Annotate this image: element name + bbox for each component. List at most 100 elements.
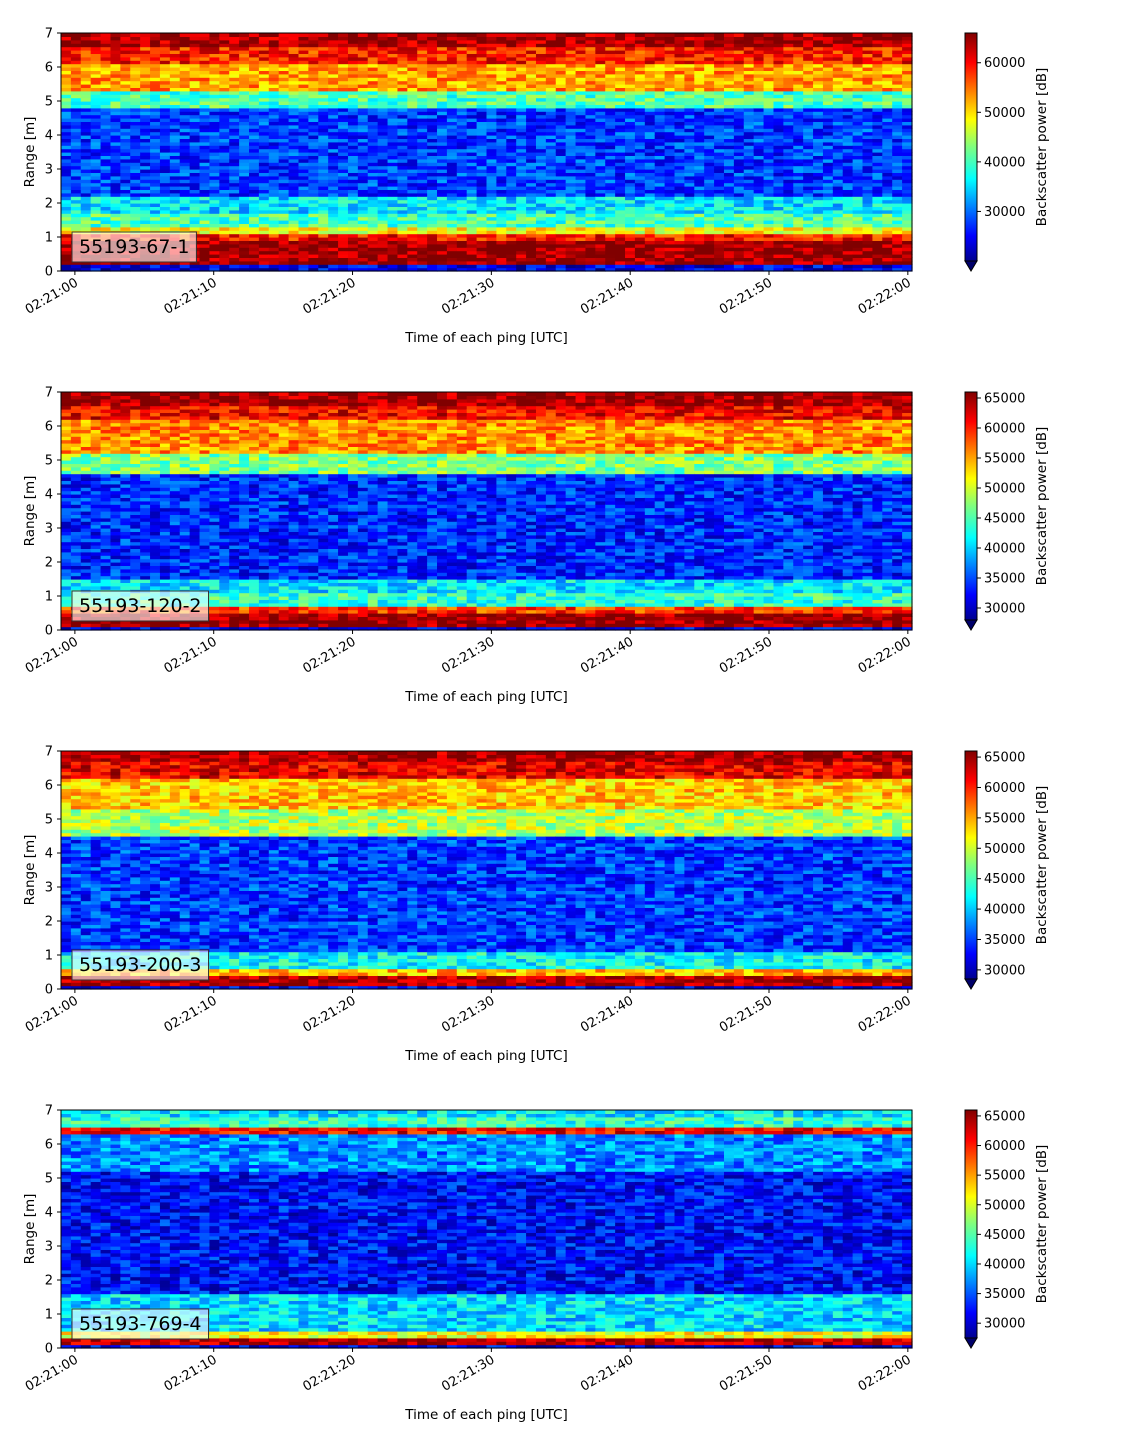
heatmap-cell	[348, 251, 359, 255]
heatmap-cell	[684, 234, 695, 238]
heatmap-cell	[368, 183, 379, 187]
heatmap-cell	[289, 264, 300, 268]
heatmap-cell	[576, 227, 587, 231]
heatmap-cell	[150, 176, 161, 180]
heatmap-cell	[101, 264, 112, 268]
heatmap-cell	[91, 132, 102, 136]
heatmap-cell	[467, 234, 478, 238]
heatmap-cell	[298, 244, 309, 248]
heatmap-cell	[625, 159, 636, 163]
heatmap-cell	[516, 251, 527, 255]
heatmap-cell	[229, 244, 240, 248]
heatmap-cell	[457, 251, 468, 255]
heatmap-cell	[318, 183, 329, 187]
heatmap-cell	[447, 227, 458, 231]
heatmap-cell	[61, 166, 72, 170]
heatmap-cell	[358, 244, 369, 248]
heatmap-cell	[259, 33, 270, 37]
heatmap-cell	[437, 244, 448, 248]
heatmap-cell	[457, 210, 468, 214]
heatmap-cell	[239, 159, 250, 163]
heatmap-cell	[427, 149, 438, 153]
heatmap-cell	[110, 183, 121, 187]
heatmap-cell	[239, 210, 250, 214]
heatmap-cell	[605, 166, 616, 170]
heatmap-cell	[397, 183, 408, 187]
heatmap-cell	[734, 264, 745, 268]
heatmap-cell	[704, 264, 715, 268]
heatmap-cell	[209, 244, 220, 248]
heatmap-cell	[556, 176, 567, 180]
heatmap-cell	[477, 149, 488, 153]
heatmap-cell	[546, 217, 557, 221]
heatmap-cell	[754, 193, 765, 197]
heatmap-cell	[229, 183, 240, 187]
heatmap-cell	[467, 264, 478, 268]
heatmap-cell	[130, 142, 141, 146]
heatmap-cell	[388, 166, 399, 170]
heatmap-cell	[585, 210, 596, 214]
heatmap-cell	[655, 244, 666, 248]
heatmap-cell	[506, 251, 517, 255]
heatmap-cell	[754, 176, 765, 180]
heatmap-cell	[704, 176, 715, 180]
heatmap-cell	[457, 166, 468, 170]
heatmap-cell	[397, 159, 408, 163]
heatmap-cell	[219, 132, 230, 136]
heatmap-cell	[378, 251, 389, 255]
heatmap-cell	[605, 149, 616, 153]
heatmap-cell	[91, 227, 102, 231]
heatmap-cell	[724, 251, 735, 255]
heatmap-cell	[536, 149, 547, 153]
heatmap-cell	[625, 132, 636, 136]
heatmap-cell	[259, 166, 270, 170]
heatmap-cell	[665, 166, 676, 170]
heatmap-cell	[269, 251, 280, 255]
heatmap-cell	[675, 33, 686, 37]
heatmap-cell	[655, 142, 666, 146]
heatmap-cell	[180, 193, 191, 197]
heatmap-cell	[595, 251, 606, 255]
heatmap-cell	[764, 183, 775, 187]
heatmap-cell	[219, 251, 230, 255]
heatmap-cell	[397, 210, 408, 214]
heatmap-cell	[279, 183, 290, 187]
heatmap-cell	[407, 166, 418, 170]
heatmap-cell	[546, 227, 557, 231]
heatmap-cell	[259, 244, 270, 248]
heatmap-cell	[516, 159, 527, 163]
heatmap-cell	[150, 200, 161, 204]
heatmap-cell	[724, 149, 735, 153]
heatmap-cell	[180, 142, 191, 146]
heatmap-cell	[368, 159, 379, 163]
heatmap-cell	[457, 159, 468, 163]
heatmap-cell	[447, 159, 458, 163]
heatmap-cell	[516, 234, 527, 238]
heatmap-cell	[328, 159, 339, 163]
heatmap-cell	[338, 200, 349, 204]
heatmap-cell	[229, 193, 240, 197]
heatmap-cell	[358, 227, 369, 231]
heatmap-cell	[477, 200, 488, 204]
heatmap-cell	[358, 33, 369, 37]
heatmap-cell	[595, 193, 606, 197]
heatmap-cell	[487, 210, 498, 214]
heatmap-cell	[556, 132, 567, 136]
heatmap-cell	[625, 166, 636, 170]
heatmap-cell	[378, 149, 389, 153]
heatmap-cell	[635, 251, 646, 255]
heatmap-cell	[328, 166, 339, 170]
heatmap-cell	[249, 200, 260, 204]
heatmap-cell	[71, 159, 82, 163]
heatmap-cell	[170, 264, 181, 268]
heatmap-cell	[150, 149, 161, 153]
heatmap-cell	[496, 33, 507, 37]
heatmap-cell	[645, 200, 656, 204]
heatmap-cell	[259, 234, 270, 238]
heatmap-cell	[437, 149, 448, 153]
heatmap-cell	[724, 183, 735, 187]
heatmap-cell	[437, 33, 448, 37]
heatmap-cell	[665, 142, 676, 146]
heatmap-cell	[318, 33, 329, 37]
heatmap-cell	[704, 183, 715, 187]
